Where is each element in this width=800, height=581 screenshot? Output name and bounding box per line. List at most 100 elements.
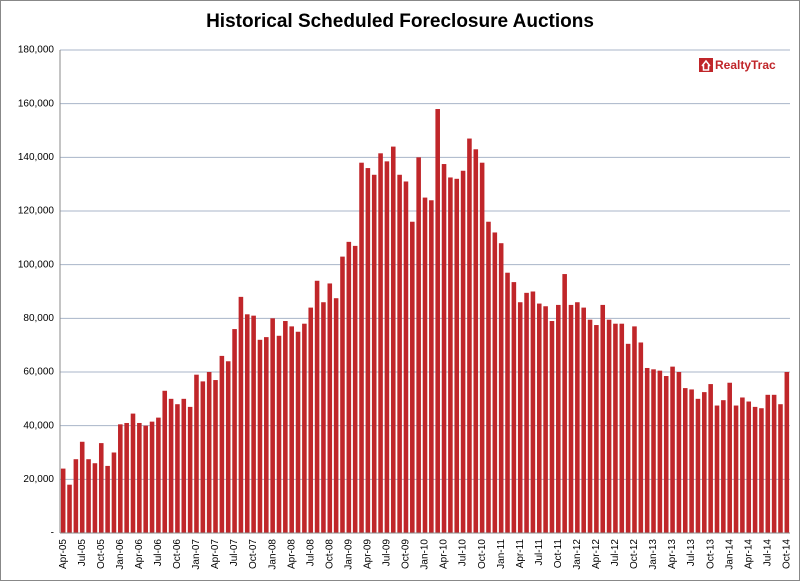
x-tick-label: Oct-13	[705, 539, 716, 569]
y-tick-label: 100,000	[18, 259, 55, 270]
bar	[200, 381, 206, 533]
bar	[390, 146, 396, 533]
bar	[632, 326, 637, 533]
bar	[92, 463, 98, 533]
bar	[333, 298, 339, 533]
y-tick-label: 140,000	[18, 152, 55, 163]
x-tick-label: Apr-11	[515, 539, 526, 569]
bar	[486, 221, 491, 533]
bar	[511, 282, 517, 533]
x-tick-label: Jan-06	[115, 539, 126, 570]
bar	[543, 306, 548, 533]
y-tick-label: 20,000	[23, 474, 54, 485]
bar	[175, 404, 180, 533]
bar	[403, 181, 409, 533]
bar	[359, 162, 364, 533]
bar	[308, 307, 314, 533]
x-tick-label: Apr-09	[363, 539, 374, 569]
bar	[251, 315, 256, 533]
bar	[60, 468, 66, 533]
bar	[708, 384, 713, 533]
bar	[270, 318, 275, 533]
bar	[168, 398, 174, 533]
bar	[619, 323, 625, 533]
x-tick-label: Oct-05	[96, 539, 107, 569]
bar	[67, 484, 72, 533]
bar	[676, 372, 682, 533]
x-tick-label: Jul-07	[229, 539, 240, 567]
bar	[371, 174, 377, 533]
bar	[156, 417, 161, 533]
y-tick-label: 180,000	[18, 45, 55, 56]
bar	[244, 314, 250, 533]
x-tick-label: Oct-06	[172, 539, 183, 569]
bar	[213, 380, 218, 533]
bar	[517, 302, 523, 533]
bar	[492, 232, 498, 533]
bar	[448, 177, 453, 534]
bar	[86, 459, 91, 533]
bar	[73, 459, 79, 533]
bar	[79, 441, 85, 533]
bar	[594, 325, 599, 533]
x-tick-label: Jul-05	[77, 539, 88, 567]
x-tick-label: Jul-10	[458, 539, 469, 567]
bar	[651, 369, 656, 533]
bar	[149, 421, 155, 533]
bar	[473, 149, 479, 534]
bar	[727, 382, 732, 533]
bar	[327, 283, 333, 533]
bar	[397, 174, 402, 533]
bar	[283, 321, 288, 533]
bar	[206, 372, 212, 533]
bar	[746, 401, 752, 533]
bar	[733, 405, 739, 533]
bar	[752, 406, 758, 533]
x-tick-label: Apr-14	[743, 539, 754, 569]
bar	[721, 400, 726, 533]
bar	[352, 245, 358, 533]
bar	[765, 394, 771, 533]
bar	[505, 272, 510, 533]
bar	[689, 389, 694, 533]
bar	[435, 109, 440, 534]
bar	[289, 326, 294, 533]
bar	[600, 304, 606, 533]
x-tick-label: Jan-08	[267, 539, 278, 570]
x-tick-label: Apr-12	[591, 539, 602, 569]
x-tick-label: Apr-05	[58, 539, 69, 569]
x-tick-label: Jan-12	[572, 539, 583, 570]
bar	[143, 425, 148, 533]
x-tick-label: Jul-13	[686, 539, 697, 567]
bar	[562, 274, 567, 533]
bar	[441, 164, 447, 533]
bar	[549, 321, 555, 533]
x-tick-label: Jan-11	[496, 539, 507, 569]
logo-house	[701, 59, 711, 71]
x-tick-label: Jan-10	[420, 539, 431, 570]
bar	[771, 394, 777, 533]
y-tick-label: 120,000	[18, 206, 55, 217]
bar	[276, 335, 282, 533]
x-tick-label: Apr-08	[286, 539, 297, 569]
y-tick-label: -	[51, 528, 54, 539]
bar	[187, 406, 193, 533]
x-tick-label: Oct-14	[781, 539, 792, 569]
bar	[587, 319, 593, 533]
x-tick-label: Apr-10	[439, 539, 450, 569]
x-tick-label: Jan-07	[191, 539, 202, 570]
bar	[124, 422, 129, 533]
bar	[638, 342, 644, 533]
bar	[454, 178, 460, 534]
bar	[238, 296, 244, 533]
bar	[410, 221, 415, 533]
bar	[695, 398, 701, 533]
bar	[429, 200, 434, 533]
bar	[111, 452, 117, 533]
bar	[219, 355, 225, 533]
bar	[105, 465, 110, 533]
bar	[657, 370, 663, 533]
bar	[479, 162, 485, 533]
bar	[625, 343, 631, 533]
